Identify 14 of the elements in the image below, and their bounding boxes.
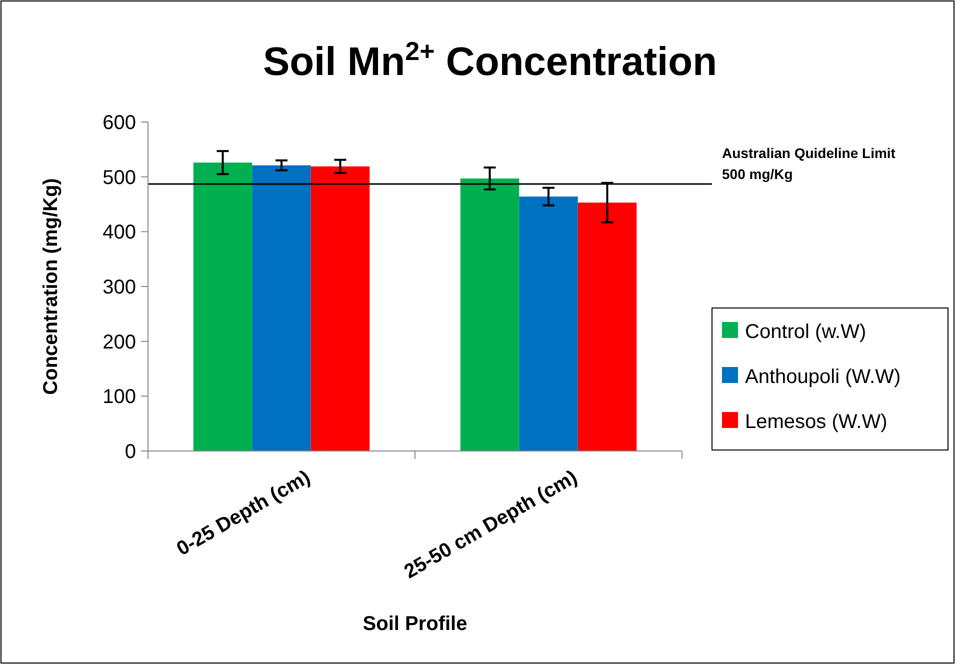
x-axis-title: Soil Profile — [362, 613, 468, 635]
y-tick-label: 300 — [102, 276, 136, 298]
y-tick-label: 400 — [102, 222, 136, 244]
chart-title: Soil Mn$^{2+}$ Concentration — [262, 36, 718, 84]
y-tick-label: 100 — [102, 386, 136, 408]
y-tick-label: 200 — [102, 331, 136, 354]
y-tick-label: 600 — [102, 112, 136, 134]
y-axis-title: Concentration (mg/Kg) — [40, 178, 62, 395]
legend-label: Control (w.W) — [745, 321, 866, 343]
ref-line-label: Australian Quideline Limit 500 mg/Kg — [722, 144, 896, 182]
y-tick-label: 0 — [124, 441, 136, 463]
y-tick-label: 500 — [102, 166, 136, 189]
legend-label: Anthoupoli (W.W) — [745, 366, 901, 388]
legend-label: Lemesos (W.W) — [745, 411, 888, 433]
